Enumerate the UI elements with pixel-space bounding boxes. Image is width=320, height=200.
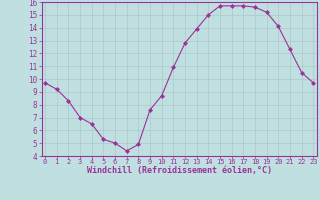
X-axis label: Windchill (Refroidissement éolien,°C): Windchill (Refroidissement éolien,°C) — [87, 166, 272, 175]
